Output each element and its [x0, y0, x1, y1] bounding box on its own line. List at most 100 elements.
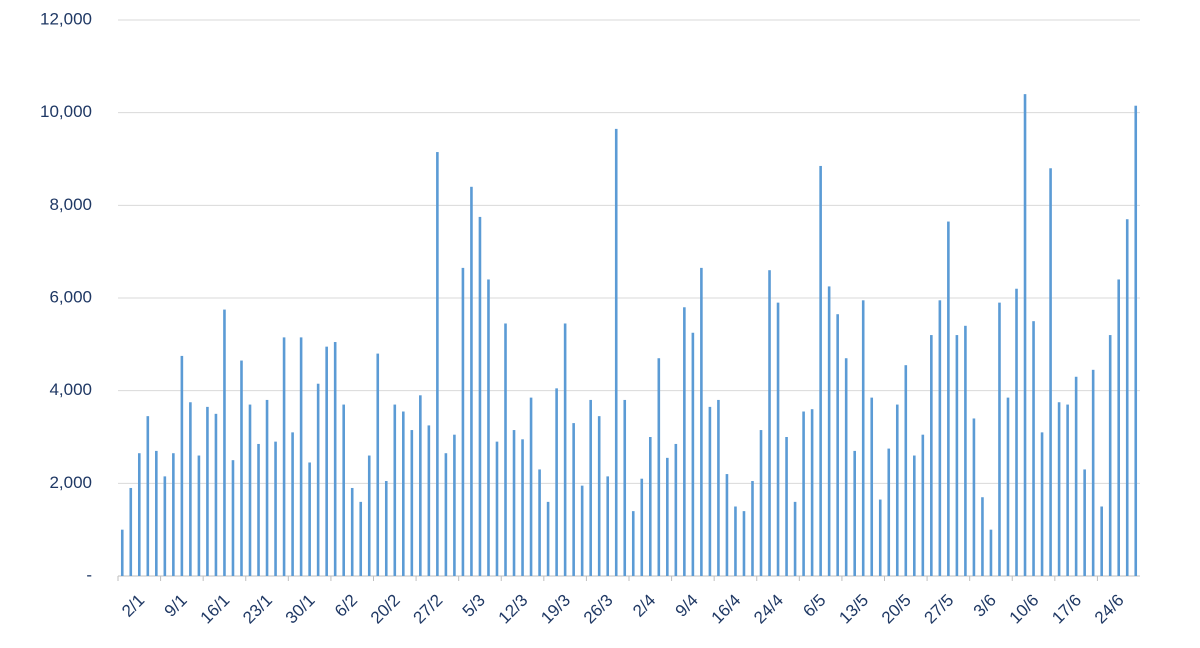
- bar: [614, 128, 618, 576]
- bar: [802, 411, 805, 576]
- bar: [223, 309, 226, 576]
- x-tick-label: 23/1: [239, 591, 276, 628]
- bar: [546, 501, 550, 576]
- bar: [529, 397, 533, 576]
- bar: [495, 441, 499, 576]
- y-tick-label: 4,000: [49, 380, 92, 399]
- bar: [1083, 469, 1086, 576]
- bar: [989, 529, 993, 576]
- bar: [972, 418, 976, 576]
- bar: [444, 453, 448, 576]
- bar: [785, 437, 788, 576]
- bar: [938, 300, 942, 576]
- bar: [887, 448, 891, 576]
- bar: [1040, 432, 1044, 576]
- bar: [947, 221, 950, 577]
- x-tick-label: 20/2: [367, 591, 404, 628]
- bar: [172, 453, 175, 576]
- bar: [555, 388, 558, 576]
- x-tick-label: 12/3: [495, 591, 532, 628]
- bar: [274, 441, 277, 576]
- x-tick-label: 13/5: [835, 591, 872, 628]
- bar: [1074, 376, 1078, 576]
- bar: [137, 453, 141, 576]
- x-tick-label: 6/5: [799, 591, 829, 621]
- x-tick-label: 6/2: [331, 591, 361, 621]
- bar: [282, 337, 286, 576]
- bar: [197, 455, 201, 576]
- bar: [955, 335, 959, 576]
- bar: [640, 478, 644, 576]
- bar: [1057, 402, 1061, 576]
- bar: [691, 332, 695, 576]
- bar: [1049, 168, 1052, 576]
- bar: [146, 416, 150, 576]
- x-tick-label: 3/6: [970, 591, 1000, 621]
- bar: [333, 342, 337, 576]
- x-tick-label: 24/4: [750, 591, 787, 628]
- bar: [189, 402, 192, 576]
- bar: [836, 314, 839, 576]
- bar: [1023, 94, 1027, 576]
- bar: [563, 323, 567, 576]
- bar: [1091, 369, 1095, 576]
- bar: [861, 300, 865, 576]
- bar: [683, 307, 686, 576]
- bar: [478, 216, 482, 576]
- x-tick-label: 16/1: [197, 591, 234, 628]
- bar: [393, 404, 397, 576]
- bar: [291, 432, 294, 576]
- bar: [700, 267, 703, 576]
- bar: [487, 279, 490, 576]
- bar: [870, 397, 874, 576]
- bar: [666, 457, 669, 576]
- bar: [844, 358, 848, 576]
- x-tick-label: 27/5: [921, 591, 958, 628]
- bar: [359, 501, 363, 576]
- y-tick-label: 8,000: [49, 195, 92, 214]
- bar: [240, 360, 243, 576]
- bar: [734, 506, 737, 576]
- bar: [1066, 404, 1069, 576]
- bar: [436, 152, 439, 577]
- x-tick-label: 9/4: [672, 591, 702, 621]
- bar: [308, 462, 311, 576]
- x-tick-label: 16/4: [708, 591, 745, 628]
- bar: [717, 399, 720, 576]
- x-tick-label: 27/2: [410, 591, 447, 628]
- bar: [1108, 335, 1112, 576]
- bar: [964, 325, 967, 576]
- bar: [325, 346, 328, 576]
- bar: [120, 529, 124, 576]
- bar: [384, 481, 388, 576]
- x-tick-label: 17/6: [1048, 591, 1085, 628]
- bar: [1100, 506, 1103, 576]
- bar: [998, 302, 1001, 576]
- bar: [597, 416, 601, 576]
- bar: [648, 437, 652, 576]
- bar: [606, 476, 610, 576]
- bar: [827, 286, 831, 576]
- bar: [376, 353, 380, 576]
- x-tick-label: 24/6: [1091, 591, 1128, 628]
- bar: [248, 404, 252, 576]
- bar: [265, 399, 269, 576]
- bar: [759, 430, 763, 576]
- bar: [350, 487, 354, 576]
- bar: [878, 499, 882, 576]
- bar: [742, 511, 746, 576]
- bar: [708, 406, 712, 576]
- bar: [316, 383, 320, 576]
- x-tick-label: 19/3: [537, 591, 574, 628]
- bar: [657, 358, 661, 576]
- bar: [580, 485, 584, 576]
- bar: [257, 443, 260, 576]
- bar: [776, 302, 780, 576]
- bar: [725, 474, 729, 576]
- bar: [1134, 105, 1138, 576]
- bar: [206, 406, 209, 576]
- bar: [427, 425, 431, 576]
- bar: [214, 413, 218, 576]
- bar: [895, 404, 899, 576]
- bar: [623, 399, 627, 576]
